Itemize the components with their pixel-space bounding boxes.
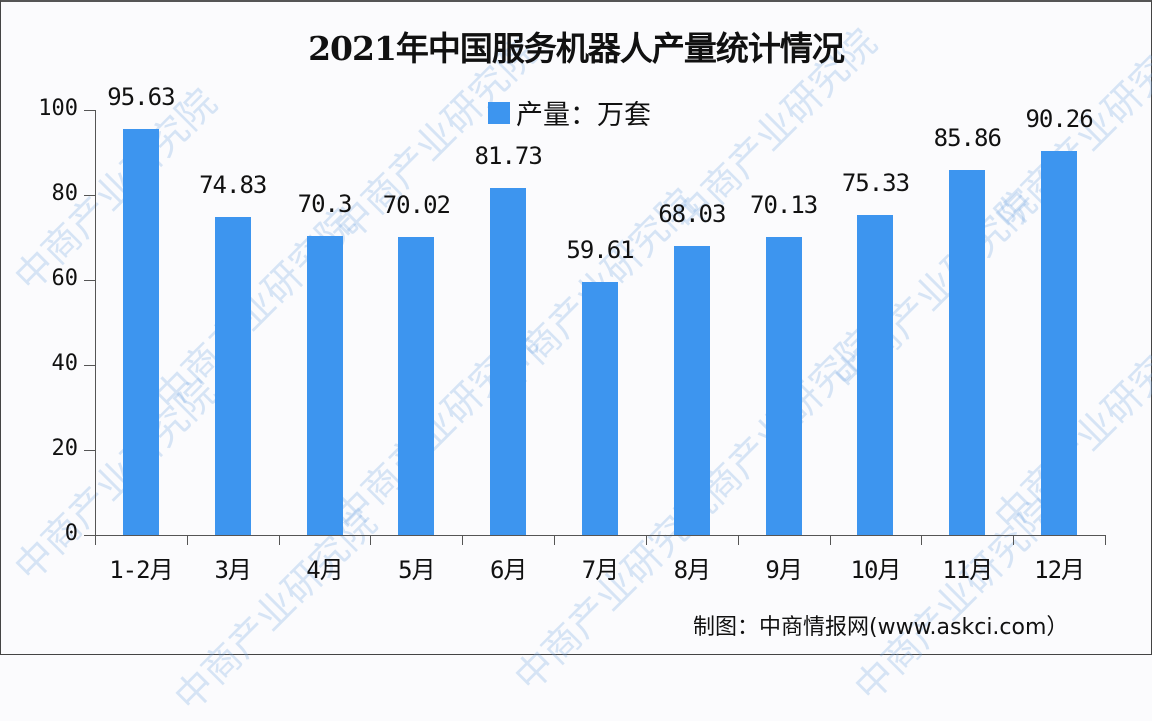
bar [306,236,343,535]
bar-value-label: 68.03 [658,199,726,228]
legend: 产量：万套 [488,93,651,132]
y-tick [84,110,95,111]
bar-value-label: 95.63 [107,82,175,111]
y-tick-label: 80 [51,181,79,206]
bar-value-label: 70.3 [297,190,353,219]
bar-value-label: 85.86 [933,124,1002,153]
bar-value-label: 74.83 [199,170,267,199]
bar [765,236,802,535]
y-tick-label: 40 [51,351,79,376]
y-tick-label: 100 [38,96,78,121]
bar-value-label: 59.61 [566,235,634,264]
legend-label: 产量：万套 [516,100,651,131]
x-category-label: 6月 [489,556,527,584]
bar [490,187,527,535]
bar [949,170,986,535]
bar [214,216,251,535]
y-tick [84,450,95,451]
x-tick [278,535,280,545]
bar [1041,151,1078,535]
y-tick-label: 20 [51,436,79,461]
bar [398,237,435,535]
x-tick [370,535,372,545]
y-tick [84,280,95,281]
y-tick-label: 60 [51,266,79,291]
x-tick [921,535,923,545]
x-category-label: 1-2月 [109,556,173,584]
x-category-label: 10月 [850,556,902,584]
y-tick-label: 0 [64,521,78,546]
bar [582,281,618,535]
legend-swatch-icon [488,101,510,124]
bar [673,245,710,535]
x-category-label: 7月 [581,556,619,584]
x-tick [737,535,739,545]
bar [857,214,894,535]
source-note: 制图：中商情报网(www.askci.com） [693,615,1069,640]
x-tick [1013,535,1015,545]
y-tick [84,365,95,366]
bar [122,128,159,535]
x-tick [1105,535,1106,545]
y-axis-line [95,110,96,536]
bar-value-label: 75.33 [841,168,910,197]
y-tick [84,195,95,196]
x-tick [829,535,831,545]
chart-title: 2021年中国服务机器人产量统计情况 [308,29,845,68]
x-tick [554,535,556,545]
x-tick [462,535,464,545]
bar-value-label: 90.26 [1025,105,1093,134]
x-category-label: 8月 [673,556,711,584]
x-tick [95,535,96,545]
x-category-label: 4月 [306,556,343,584]
x-category-label: 12月 [1034,556,1085,584]
x-category-label: 9月 [765,556,802,584]
y-tick [84,535,95,536]
x-tick [645,535,647,545]
x-category-label: 5月 [398,556,435,584]
bar-value-label: 81.73 [474,141,543,170]
bar-value-label: 70.13 [750,190,818,219]
x-axis-line [95,535,1105,536]
x-category-label: 3月 [214,556,251,584]
bar-value-label: 70.02 [382,191,451,220]
x-category-label: 11月 [942,556,993,584]
x-tick [186,535,188,545]
